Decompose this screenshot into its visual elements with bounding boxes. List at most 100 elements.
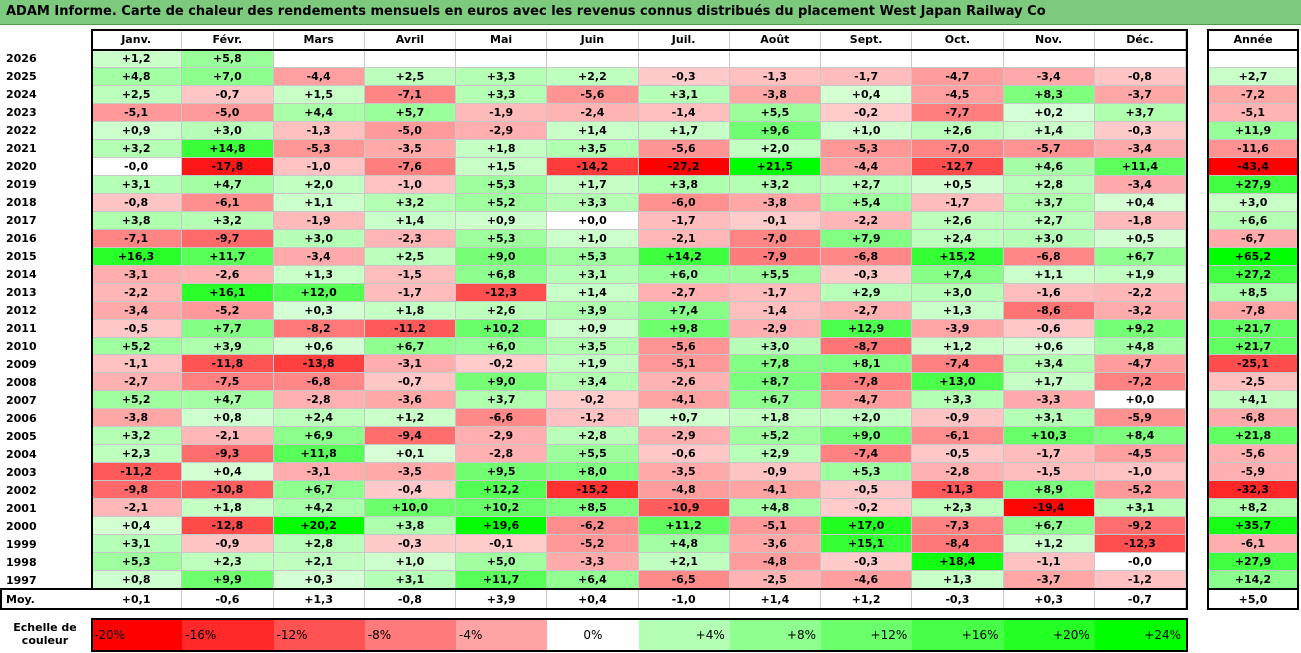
- month-header: Août: [730, 29, 821, 49]
- heat-cell: -0,3: [364, 535, 456, 554]
- heat-cell: -7,0: [912, 139, 1004, 158]
- heat-cell: -2,4: [547, 103, 639, 122]
- heat-cell: [638, 50, 730, 68]
- heat-cell: -2,3: [364, 229, 456, 248]
- heat-cell: [912, 50, 1004, 68]
- year-label: 2010: [6, 340, 37, 353]
- heat-cell: +1,2: [912, 337, 1004, 356]
- heat-cell: +0,4: [1094, 193, 1186, 212]
- heat-cell: +1,8: [729, 409, 821, 428]
- year-label: 2013: [6, 286, 37, 300]
- heat-cell: -2,1: [638, 229, 730, 248]
- heat-cell: -4,5: [1094, 445, 1186, 464]
- year-label: 2014: [6, 268, 37, 282]
- heat-cell: -1,4: [638, 103, 730, 122]
- heat-cell: -11,8: [182, 355, 274, 374]
- heat-cell: +5,3: [821, 463, 913, 482]
- year-label: 2020: [6, 160, 37, 174]
- heat-cell: +11,8: [273, 445, 365, 464]
- heat-cell: -3,7: [1094, 85, 1186, 104]
- heat-cell: +11,7: [456, 571, 548, 590]
- heat-cell: -2,1: [91, 499, 183, 518]
- heat-cell: +2,9: [729, 445, 821, 464]
- heat-cell: -1,0: [364, 175, 456, 194]
- heat-cell: -1,1: [91, 355, 183, 374]
- heat-cell: +3,7: [1003, 193, 1095, 212]
- heat-cell: -5,6: [547, 85, 639, 104]
- annual-cell: +27,9: [1208, 175, 1298, 194]
- heat-cell: +6,7: [1094, 247, 1186, 266]
- year-label: 2021: [6, 142, 37, 156]
- heat-cell: +3,8: [364, 517, 456, 536]
- heat-cell: +6,8: [456, 265, 548, 284]
- year-total-header: Année: [1233, 32, 1273, 46]
- heat-cell: -3,6: [364, 391, 456, 410]
- heat-cell: +2,8: [547, 427, 639, 446]
- heat-cell: +3,3: [456, 67, 548, 86]
- heat-cell: +14,8: [182, 139, 274, 158]
- year-label: 2002: [6, 483, 37, 497]
- legend-swatch: +20%: [1003, 619, 1095, 651]
- heat-cell: -1,5: [1003, 463, 1095, 482]
- legend-swatch: 0%: [547, 619, 639, 651]
- annual-cell: +2,7: [1208, 67, 1298, 86]
- average-cell: +1,3: [274, 590, 365, 609]
- chart-title: ADAM Informe. Carte de chaleur des rende…: [6, 4, 1046, 19]
- heat-cell: [273, 50, 365, 68]
- annual-cell: +65,2: [1208, 247, 1298, 266]
- heat-cell: -0,9: [912, 409, 1004, 428]
- heat-cell: -4,8: [638, 481, 730, 500]
- heat-cell: +2,8: [273, 535, 365, 554]
- heat-cell: -2,8: [912, 463, 1004, 482]
- heat-cell: -2,9: [456, 121, 548, 140]
- heat-cell: -5,6: [638, 139, 730, 158]
- heat-cell: -2,7: [638, 283, 730, 302]
- heat-cell: +1,7: [638, 121, 730, 140]
- heat-cell: +2,6: [456, 301, 548, 320]
- heat-cell: [1003, 50, 1095, 68]
- heat-cell: +3,3: [456, 85, 548, 104]
- heat-cell: -8,6: [1003, 301, 1095, 320]
- annual-cell: -5,1: [1208, 103, 1298, 122]
- heat-cell: -2,8: [273, 391, 365, 410]
- heat-cell: +5,3: [456, 175, 548, 194]
- header-divider: [91, 49, 1188, 51]
- heat-cell: +1,5: [456, 157, 548, 176]
- year-label: 2017: [6, 214, 37, 228]
- heat-cell: +2,0: [273, 175, 365, 194]
- heat-cell: +7,7: [182, 319, 274, 338]
- heat-cell: +11,2: [638, 517, 730, 536]
- heat-cell: +0,8: [182, 409, 274, 428]
- heat-cell: -2,6: [182, 265, 274, 284]
- heat-cell: -1,0: [1094, 463, 1186, 482]
- heat-cell: +4,2: [273, 499, 365, 518]
- legend-swatch: -12%: [273, 619, 365, 651]
- heat-cell: +5,7: [364, 103, 456, 122]
- heat-cell: +8,3: [1003, 85, 1095, 104]
- heat-cell: +3,1: [1094, 499, 1186, 518]
- heat-cell: +3,1: [364, 571, 456, 590]
- heat-cell: +3,8: [638, 175, 730, 194]
- heat-cell: -11,2: [364, 319, 456, 338]
- heat-cell: -4,4: [273, 67, 365, 86]
- heat-cell: +5,2: [729, 427, 821, 446]
- heat-cell: +0,9: [91, 121, 183, 140]
- heat-cell: +2,7: [1003, 211, 1095, 230]
- month-header: Mai: [456, 29, 548, 49]
- annual-cell: +4,1: [1208, 391, 1298, 410]
- heat-cell: +0,6: [1003, 337, 1095, 356]
- year-label: 2019: [6, 178, 37, 192]
- heat-cell: +3,1: [547, 265, 639, 284]
- year-label: 2006: [6, 411, 37, 425]
- heat-cell: -1,3: [729, 67, 821, 86]
- heat-cell: +5,5: [547, 445, 639, 464]
- heat-cell: -3,9: [912, 319, 1004, 338]
- heat-cell: -1,2: [547, 409, 639, 428]
- heat-cell: +2,0: [821, 409, 913, 428]
- year-label: 2004: [6, 447, 37, 461]
- year-label: 2023: [6, 106, 37, 120]
- heat-cell: -7,2: [1094, 373, 1186, 392]
- heat-cell: -12,3: [456, 283, 548, 302]
- heat-cell: +8,9: [1003, 481, 1095, 500]
- legend-swatch: -16%: [182, 619, 274, 651]
